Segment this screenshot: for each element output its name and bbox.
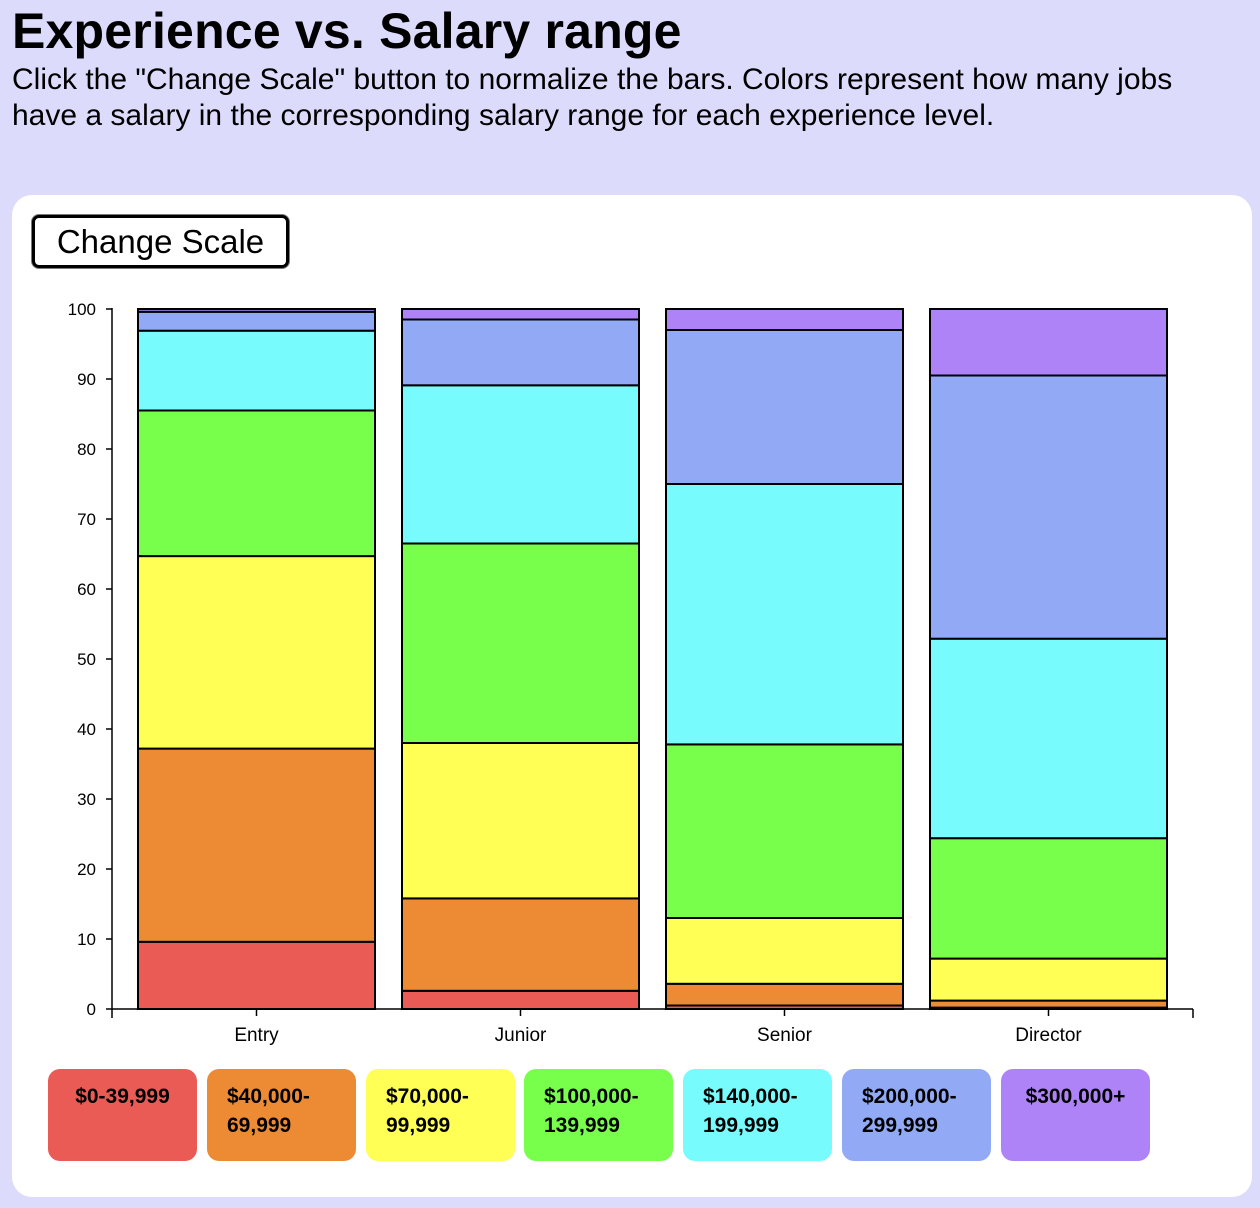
y-tick-label: 10 bbox=[77, 930, 96, 949]
bar-segment-junior-3 bbox=[401, 542, 640, 744]
bar-segment-senior-6 bbox=[665, 308, 904, 331]
legend-item: $0-39,999 bbox=[48, 1069, 197, 1161]
bar-segment-entry-5 bbox=[137, 310, 376, 332]
y-tick-label: 60 bbox=[77, 580, 96, 599]
y-tick-label: 0 bbox=[87, 1000, 96, 1019]
legend-item: $70,000- 99,999 bbox=[366, 1069, 515, 1161]
bar-segment-senior-1 bbox=[665, 982, 904, 1007]
bar-segment-junior-4 bbox=[401, 384, 640, 545]
y-tick-label: 80 bbox=[77, 440, 96, 459]
bar-segment-director-1 bbox=[929, 999, 1168, 1009]
y-tick-label: 40 bbox=[77, 720, 96, 739]
bar-segment-director-3 bbox=[929, 837, 1168, 960]
bar-segment-senior-5 bbox=[665, 329, 904, 485]
legend-item: $100,000- 139,999 bbox=[524, 1069, 673, 1161]
bar-segment-junior-5 bbox=[401, 318, 640, 387]
y-tick-label: 70 bbox=[77, 510, 96, 529]
bar-segment-director-4 bbox=[929, 637, 1168, 840]
bar-segment-entry-4 bbox=[137, 329, 376, 412]
x-tick-label: Junior bbox=[495, 1025, 547, 1046]
bar-segment-director-5 bbox=[929, 374, 1168, 640]
bar-segment-director-6 bbox=[929, 308, 1168, 377]
y-tick-label: 20 bbox=[77, 860, 96, 879]
bar-segment-entry-6 bbox=[137, 308, 376, 313]
x-tick-label: Director bbox=[1015, 1025, 1082, 1046]
chart-card: Change Scale 0 10 20 30 40 50 60 70 80 90 100 Entry… bbox=[12, 195, 1252, 1197]
bar-segment-entry-3 bbox=[137, 409, 376, 558]
y-tick-label: 50 bbox=[77, 650, 96, 669]
y-tick-label: 90 bbox=[77, 370, 96, 389]
legend-item: $200,000- 299,999 bbox=[842, 1069, 991, 1161]
bar-segment-junior-6 bbox=[401, 308, 640, 321]
change-scale-button[interactable]: Change Scale bbox=[32, 215, 289, 268]
salary-legend: $0-39,999 $40,000- 69,999 $70,000- 99,999 $… bbox=[48, 1069, 1158, 1161]
bar-segment-entry-1 bbox=[137, 747, 376, 943]
x-tick-label: Entry bbox=[234, 1025, 279, 1046]
page-title: Experience vs. Salary range bbox=[12, 3, 682, 59]
bar-segment-director-2 bbox=[929, 957, 1168, 1002]
legend-item: $40,000- 69,999 bbox=[207, 1069, 356, 1161]
bar-segment-junior-1 bbox=[401, 897, 640, 992]
legend-item: $140,000- 199,999 bbox=[683, 1069, 832, 1161]
bar-segment-senior-3 bbox=[665, 743, 904, 920]
x-tick-label: Senior bbox=[757, 1025, 813, 1046]
page-subtitle: Click the "Change Scale" button to norma… bbox=[12, 63, 1173, 132]
bar-segment-entry-0 bbox=[137, 940, 376, 1010]
y-tick-label: 30 bbox=[77, 790, 96, 809]
bar-segment-senior-4 bbox=[665, 483, 904, 746]
bar-segment-junior-2 bbox=[401, 742, 640, 900]
y-tick-label: 100 bbox=[68, 300, 96, 319]
bar-segment-junior-0 bbox=[401, 989, 640, 1010]
bar-segment-senior-2 bbox=[665, 917, 904, 985]
legend-item: $300,000+ bbox=[1001, 1069, 1150, 1161]
stacked-bar-chart: 0 10 20 30 40 50 60 70 80 90 100 Entry Junior Senior D… bbox=[68, 300, 1194, 1046]
page-header: Experience vs. Salary range Click the "C… bbox=[12, 0, 1242, 134]
bar-segment-entry-2 bbox=[137, 555, 376, 750]
